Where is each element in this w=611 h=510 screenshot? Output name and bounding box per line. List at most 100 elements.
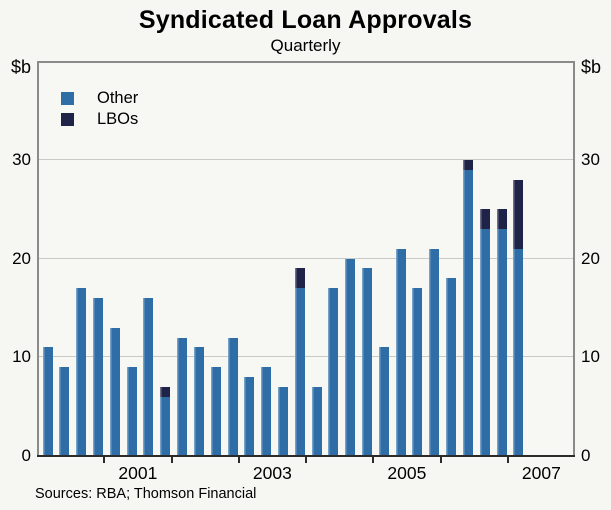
bar-2002-q2	[193, 347, 204, 456]
bar-2000-q3	[76, 288, 87, 456]
bar-2006-q1	[446, 278, 457, 456]
bar-segment-other	[244, 377, 255, 456]
legend-swatch-other-icon	[61, 92, 74, 105]
bar-segment-other	[345, 258, 356, 456]
bar-2004-q2	[328, 288, 339, 456]
bar-2004-q1	[311, 386, 322, 456]
x-axis-tick	[506, 457, 509, 463]
bar-segment-lbos	[513, 179, 524, 249]
bar-segment-other	[109, 327, 120, 456]
legend-label-other: Other	[97, 89, 139, 107]
ytick-right-30: 30	[581, 149, 600, 169]
bar-2001-q1	[109, 327, 120, 456]
bar-segment-other	[76, 288, 87, 456]
gridline-20	[39, 257, 573, 259]
bar-2003-q1	[244, 377, 255, 456]
chart-subtitle: Quarterly	[270, 36, 341, 55]
bar-segment-other	[412, 288, 423, 456]
bar-2004-q4	[362, 268, 373, 456]
bar-segment-other	[93, 298, 104, 456]
bar-2006-q4	[496, 209, 507, 456]
bar-segment-other	[42, 347, 53, 456]
bar-2005-q2	[395, 248, 406, 456]
ytick-left-10: 10	[12, 347, 31, 367]
bar-2003-q3	[277, 386, 288, 456]
bar-2000-q2	[59, 367, 70, 456]
bar-segment-lbos	[479, 209, 490, 229]
bar-2001-q4	[160, 386, 171, 456]
bar-2004-q3	[345, 258, 356, 456]
bar-segment-lbos	[462, 159, 473, 170]
x-axis-tick	[103, 457, 106, 463]
ytick-right-20: 20	[581, 248, 600, 268]
bar-2003-q2	[261, 367, 272, 456]
bar-2000-q4	[93, 298, 104, 456]
bar-segment-other	[59, 367, 70, 456]
x-axis-tick	[305, 457, 307, 463]
bar-segment-other	[462, 169, 473, 456]
x-axis-tick	[439, 457, 442, 463]
chart-title: Syndicated Loan Approvals	[138, 6, 473, 34]
ytick-right-10: 10	[581, 347, 600, 367]
bar-2001-q3	[143, 298, 154, 456]
bar-segment-other	[362, 268, 373, 456]
bar-segment-lbos	[496, 209, 507, 229]
y-axis-unit-left: $b	[10, 57, 31, 77]
bar-segment-other	[479, 228, 490, 456]
bar-segment-lbos	[294, 268, 305, 289]
legend: Other LBOs	[61, 89, 139, 133]
bar-segment-other	[277, 386, 288, 456]
year-label-2001: 2001	[118, 463, 158, 483]
bar-segment-other	[177, 337, 188, 456]
source-note: Sources: RBA; Thomson Financial	[35, 486, 257, 502]
bar-segment-other	[294, 288, 305, 456]
bar-2002-q3	[210, 367, 221, 456]
bar-2007-q1	[513, 179, 524, 456]
bar-segment-other	[311, 386, 322, 456]
ytick-left-20: 20	[12, 248, 31, 268]
bar-segment-other	[395, 248, 406, 456]
gridline-30	[39, 158, 573, 160]
bar-2005-q4	[429, 248, 440, 456]
legend-label-lbos: LBOs	[97, 110, 139, 128]
legend-item-other: Other	[61, 89, 139, 107]
legend-item-lbos: LBOs	[61, 110, 139, 128]
bar-segment-other	[429, 248, 440, 456]
bar-segment-lbos	[160, 386, 171, 397]
bar-segment-other	[513, 248, 524, 456]
bar-2002-q4	[227, 337, 238, 456]
gridline-10	[39, 356, 573, 358]
x-axis-tick	[372, 457, 375, 463]
bar-segment-other	[210, 367, 221, 456]
bar-segment-other	[160, 396, 171, 456]
bar-2006-q2	[462, 159, 473, 456]
bar-2005-q3	[412, 288, 423, 456]
bar-segment-other	[193, 347, 204, 456]
bar-2002-q1	[177, 337, 188, 456]
bar-segment-other	[496, 228, 507, 456]
bar-2006-q3	[479, 209, 490, 456]
legend-swatch-lbos-icon	[61, 113, 74, 126]
bar-segment-other	[328, 288, 339, 456]
bar-segment-other	[261, 367, 272, 456]
y-axis-unit-right: $b	[581, 57, 602, 77]
x-axis-tick	[170, 457, 173, 463]
bar-segment-other	[143, 298, 154, 456]
x-axis-line	[37, 455, 575, 457]
bar-2003-q4	[294, 268, 305, 456]
year-label-2003: 2003	[252, 463, 292, 483]
bar-2005-q1	[378, 347, 389, 456]
bar-2000-q1	[42, 347, 53, 456]
bar-segment-other	[378, 347, 389, 456]
bar-segment-other	[446, 278, 457, 456]
ytick-left-0: 0	[21, 446, 31, 465]
bar-2001-q2	[126, 367, 137, 456]
year-label-2007: 2007	[521, 463, 561, 483]
ytick-left-30: 30	[12, 149, 31, 169]
bar-segment-other	[227, 337, 238, 456]
x-axis-tick	[237, 457, 240, 463]
plot-area: Other LBOs	[37, 61, 575, 456]
year-label-2005: 2005	[387, 463, 427, 483]
ytick-right-0: 0	[581, 446, 591, 465]
